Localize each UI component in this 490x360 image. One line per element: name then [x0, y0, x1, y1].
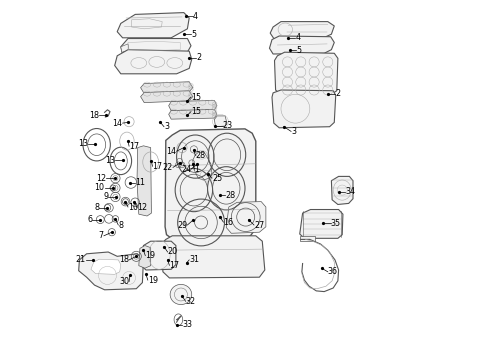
Text: 4: 4 — [295, 33, 300, 42]
Polygon shape — [165, 129, 256, 239]
Polygon shape — [300, 236, 315, 241]
Polygon shape — [141, 91, 193, 103]
Text: 19: 19 — [148, 276, 158, 284]
Text: 35: 35 — [331, 219, 341, 228]
Text: 27: 27 — [254, 220, 264, 230]
Text: 36: 36 — [328, 267, 338, 276]
Polygon shape — [79, 252, 144, 290]
Text: 6: 6 — [87, 215, 92, 224]
Text: 9: 9 — [103, 192, 108, 201]
Polygon shape — [121, 44, 129, 52]
Polygon shape — [117, 13, 189, 38]
Polygon shape — [115, 50, 192, 74]
Polygon shape — [139, 246, 151, 268]
Text: 11: 11 — [135, 178, 145, 187]
Text: 21: 21 — [76, 256, 86, 264]
Text: 7: 7 — [99, 231, 104, 240]
Polygon shape — [274, 52, 338, 94]
Polygon shape — [300, 210, 343, 238]
Text: 3: 3 — [164, 122, 169, 131]
Text: 28: 28 — [196, 151, 205, 160]
Text: 17: 17 — [129, 141, 139, 150]
Polygon shape — [91, 259, 121, 274]
Text: 2: 2 — [196, 53, 201, 62]
Text: 10: 10 — [95, 184, 104, 192]
Text: 33: 33 — [182, 320, 192, 329]
Text: 24: 24 — [181, 165, 191, 174]
Polygon shape — [169, 100, 217, 111]
Text: 25: 25 — [212, 174, 222, 183]
Text: 10: 10 — [128, 202, 138, 211]
Text: 13: 13 — [78, 139, 88, 148]
Polygon shape — [272, 90, 336, 128]
Text: 3: 3 — [291, 127, 296, 136]
Text: 23: 23 — [222, 122, 233, 130]
Text: 1: 1 — [195, 165, 199, 174]
Polygon shape — [141, 82, 193, 94]
Ellipse shape — [170, 284, 192, 305]
Ellipse shape — [195, 216, 208, 229]
Text: 28: 28 — [225, 191, 235, 199]
Polygon shape — [331, 176, 353, 204]
Text: 13: 13 — [105, 156, 116, 165]
Polygon shape — [270, 22, 334, 39]
Text: 5: 5 — [191, 30, 196, 39]
Text: 22: 22 — [163, 163, 173, 172]
Text: 34: 34 — [345, 187, 355, 196]
Text: 14: 14 — [113, 118, 122, 127]
Polygon shape — [169, 109, 217, 119]
Polygon shape — [141, 241, 176, 270]
Text: 8: 8 — [94, 203, 99, 212]
Text: 15: 15 — [191, 107, 201, 116]
Text: 32: 32 — [186, 297, 196, 306]
Text: 16: 16 — [223, 217, 233, 227]
Polygon shape — [226, 202, 266, 233]
Text: 12: 12 — [137, 203, 147, 212]
Text: 12: 12 — [96, 174, 106, 183]
Polygon shape — [215, 116, 226, 127]
Text: 5: 5 — [296, 46, 302, 55]
Text: 14: 14 — [167, 147, 176, 156]
Text: 31: 31 — [189, 256, 199, 264]
Text: 19: 19 — [145, 251, 155, 260]
Polygon shape — [193, 152, 212, 180]
Text: 30: 30 — [119, 277, 129, 286]
Polygon shape — [270, 36, 334, 54]
Text: 29: 29 — [177, 220, 187, 230]
Text: 2: 2 — [335, 89, 340, 98]
Text: 18: 18 — [89, 111, 99, 120]
Text: 15: 15 — [191, 93, 201, 102]
Text: 4: 4 — [193, 12, 198, 21]
Text: 17: 17 — [170, 261, 179, 270]
Text: 17: 17 — [152, 162, 163, 171]
Polygon shape — [162, 236, 265, 278]
Text: 8: 8 — [118, 220, 123, 230]
Polygon shape — [121, 39, 191, 55]
Polygon shape — [137, 146, 151, 216]
Text: 18: 18 — [119, 256, 129, 264]
Text: 20: 20 — [168, 248, 178, 256]
